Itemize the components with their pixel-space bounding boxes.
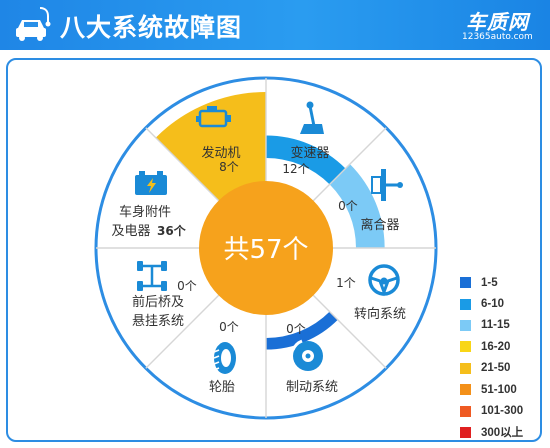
legend-label: 6-10 <box>481 298 505 311</box>
brand-url: 12365auto.com <box>462 32 533 42</box>
segment-name-6: 前后桥及 <box>132 294 184 310</box>
legend: 1-5 6-10 11-15 16-20 21-50 51-100 101-300 300以上 <box>460 272 523 443</box>
segment-name-3: 转向系统 <box>354 306 406 322</box>
legend-item: 16-20 <box>460 336 523 357</box>
legend-label: 51-100 <box>481 383 517 396</box>
pie-segment-7 <box>155 92 266 203</box>
legend-swatch <box>460 319 471 331</box>
legend-label: 1-5 <box>481 276 498 289</box>
segment-value-1: 12个 <box>282 162 309 176</box>
pie-segment-3 <box>266 311 338 350</box>
center-total-label: 共57个 <box>223 235 308 265</box>
segment-name-0: 发动机 <box>201 145 240 161</box>
legend-item: 11-15 <box>460 315 523 336</box>
segment-name-2: 离合器 <box>360 217 399 233</box>
legend-item: 51-100 <box>460 379 523 400</box>
legend-swatch <box>460 405 471 417</box>
segment-value-4: 0个 <box>286 322 306 336</box>
segment-divider <box>312 294 387 369</box>
steering-wheel-icon <box>368 264 400 297</box>
pie-segment-1 <box>329 164 385 248</box>
pie-segment-0 <box>266 135 346 185</box>
segment-value-2: 0个 <box>338 199 358 213</box>
gear-shift-icon <box>300 101 324 134</box>
legend-label: 101-300 <box>481 405 524 418</box>
chart-frame <box>6 58 542 442</box>
legend-item: 1-5 <box>460 272 523 293</box>
segment-name-4: 制动系统 <box>286 380 338 395</box>
tire-icon <box>213 342 236 374</box>
segment-divider <box>312 127 387 202</box>
segment-value-6: 0个 <box>177 279 197 293</box>
legend-item: 300以上 <box>460 422 523 443</box>
legend-item: 21-50 <box>460 358 523 379</box>
legend-swatch <box>460 426 471 438</box>
legend-label: 21-50 <box>481 362 511 375</box>
brand-logo: 车质网 <box>466 10 529 34</box>
legend-item: 6-10 <box>460 293 523 314</box>
legend-swatch <box>460 362 471 374</box>
legend-swatch <box>460 341 471 353</box>
battery-icon <box>135 171 167 195</box>
legend-swatch <box>460 298 471 310</box>
page-title: 八大系统故障图 <box>60 13 243 42</box>
segment-value-7: 36个 <box>157 223 187 238</box>
segment-value-0: 8个 <box>219 160 239 174</box>
center-circle <box>199 181 333 315</box>
segment-name-1: 变速器 <box>290 145 329 161</box>
segment-name-6-line2: 悬挂系统 <box>132 314 184 329</box>
legend-label: 300以上 <box>481 427 524 440</box>
segment-value-3: 1个 <box>336 276 356 290</box>
car-stethoscope-icon <box>16 7 51 41</box>
header-bar: 八大系统故障图 车质网 12365auto.com <box>0 0 550 50</box>
engine-icon <box>196 106 231 128</box>
segment-divider <box>145 127 220 202</box>
legend-item: 101-300 <box>460 400 523 421</box>
segment-name-7-line2: 及电器 <box>111 224 150 239</box>
segment-divider <box>145 294 220 369</box>
clutch-icon <box>371 169 403 201</box>
segment-value-5: 0个 <box>219 320 239 334</box>
legend-swatch <box>460 277 471 289</box>
legend-label: 16-20 <box>481 340 511 353</box>
brake-disc-icon <box>291 339 323 371</box>
segment-name-5: 轮胎 <box>209 380 235 395</box>
segment-name-7: 车身附件 <box>119 204 171 220</box>
suspension-icon <box>137 261 167 291</box>
legend-swatch <box>460 384 471 396</box>
legend-label: 11-15 <box>481 319 510 332</box>
